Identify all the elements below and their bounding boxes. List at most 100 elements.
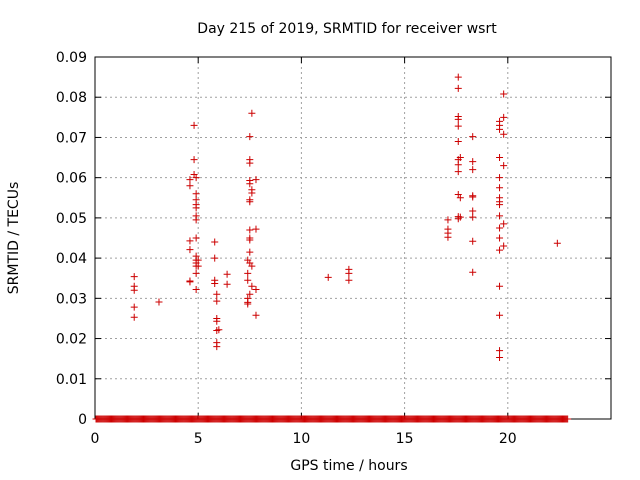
data-point [454, 115, 462, 123]
data-point [213, 290, 221, 298]
axis-ticks: 0 0.01 0.02 0.03 0.04 0.05 0.06 0.07 0.08 0.09 0 5 1… [56, 50, 611, 447]
data-point [130, 313, 138, 321]
data-point [444, 233, 452, 241]
data-point [211, 238, 219, 246]
data-point [454, 137, 462, 145]
data-point [469, 193, 477, 201]
chart-title: Day 215 of 2019, SRMTID for receiver wsr… [197, 21, 497, 37]
data-point [454, 84, 462, 92]
data-point [469, 158, 477, 166]
data-point [192, 174, 200, 182]
data-point [248, 262, 256, 270]
data-point [211, 279, 219, 287]
data-point [192, 234, 200, 242]
data-point [553, 239, 561, 247]
x-axis-label: GPS time / hours [290, 458, 407, 474]
x-tick-label: 10 [292, 431, 310, 447]
data-point [186, 278, 194, 286]
data-point [246, 248, 254, 256]
y-tick-label: 0.03 [56, 291, 87, 307]
data-point [496, 174, 504, 182]
data-point [244, 300, 252, 308]
y-tick-label: 0.06 [56, 171, 87, 187]
data-point [454, 168, 462, 176]
data-point [244, 269, 252, 277]
data-point [469, 268, 477, 276]
data-point [213, 343, 221, 351]
data-point [246, 290, 254, 298]
data-point [192, 190, 200, 198]
data-point [223, 280, 231, 288]
data-point [213, 297, 221, 305]
data-point [186, 176, 194, 184]
data-point [345, 269, 353, 277]
data-point [469, 166, 477, 174]
y-tick-label: 0.02 [56, 332, 87, 348]
data-point [496, 125, 504, 133]
data-point [469, 213, 477, 221]
data-point [496, 234, 504, 242]
y-tick-label: 0.08 [56, 90, 87, 106]
data-point [130, 286, 138, 294]
y-tick-label: 0.04 [56, 251, 87, 267]
data-point [248, 109, 256, 117]
data-point [496, 246, 504, 254]
data-point [186, 246, 194, 254]
data-point [190, 156, 198, 164]
data-point [500, 162, 508, 170]
y-tick-label: 0 [78, 412, 87, 428]
data-point [469, 133, 477, 141]
data-point [186, 182, 194, 190]
data-point [500, 242, 508, 250]
data-point [192, 285, 200, 293]
data-point [248, 189, 256, 197]
data-point [246, 133, 254, 141]
data-point [469, 237, 477, 245]
data-point [246, 180, 254, 188]
data-point [246, 198, 254, 206]
x-tick-label: 0 [91, 431, 100, 447]
data-point [194, 262, 202, 270]
data-point [248, 282, 256, 290]
baseline-point [564, 415, 572, 423]
y-tick-label: 0.07 [56, 130, 87, 146]
data-point [186, 237, 194, 245]
y-axis-label: SRMTID / TECUs [6, 182, 22, 295]
data-point [454, 122, 462, 130]
x-tick-label: 20 [499, 431, 517, 447]
data-point [246, 236, 254, 244]
data-point [496, 353, 504, 361]
data-point [500, 220, 508, 228]
data-point [500, 90, 508, 98]
data-point [194, 256, 202, 264]
data-point [211, 254, 219, 262]
y-tick-label: 0.05 [56, 211, 87, 227]
data-point [456, 154, 464, 162]
data-point [444, 216, 452, 224]
data-point [496, 184, 504, 192]
data-point [192, 216, 200, 224]
data-point [190, 121, 198, 129]
data-point [454, 73, 462, 81]
data-point [244, 276, 252, 284]
data-point [192, 269, 200, 277]
data-point [252, 176, 260, 184]
data-point [155, 298, 163, 306]
data-point [500, 130, 508, 138]
data-point [496, 201, 504, 209]
data-point [496, 347, 504, 355]
grid [95, 57, 611, 419]
data-point [454, 161, 462, 169]
data-point [252, 285, 260, 293]
x-tick-label: 5 [194, 431, 203, 447]
data-point [192, 204, 200, 212]
x-tick-label: 15 [396, 431, 414, 447]
y-tick-label: 0.09 [56, 50, 87, 66]
data-point [456, 213, 464, 221]
data-point [130, 273, 138, 281]
data-point [496, 311, 504, 319]
data-point [223, 270, 231, 278]
data-point [324, 273, 332, 281]
